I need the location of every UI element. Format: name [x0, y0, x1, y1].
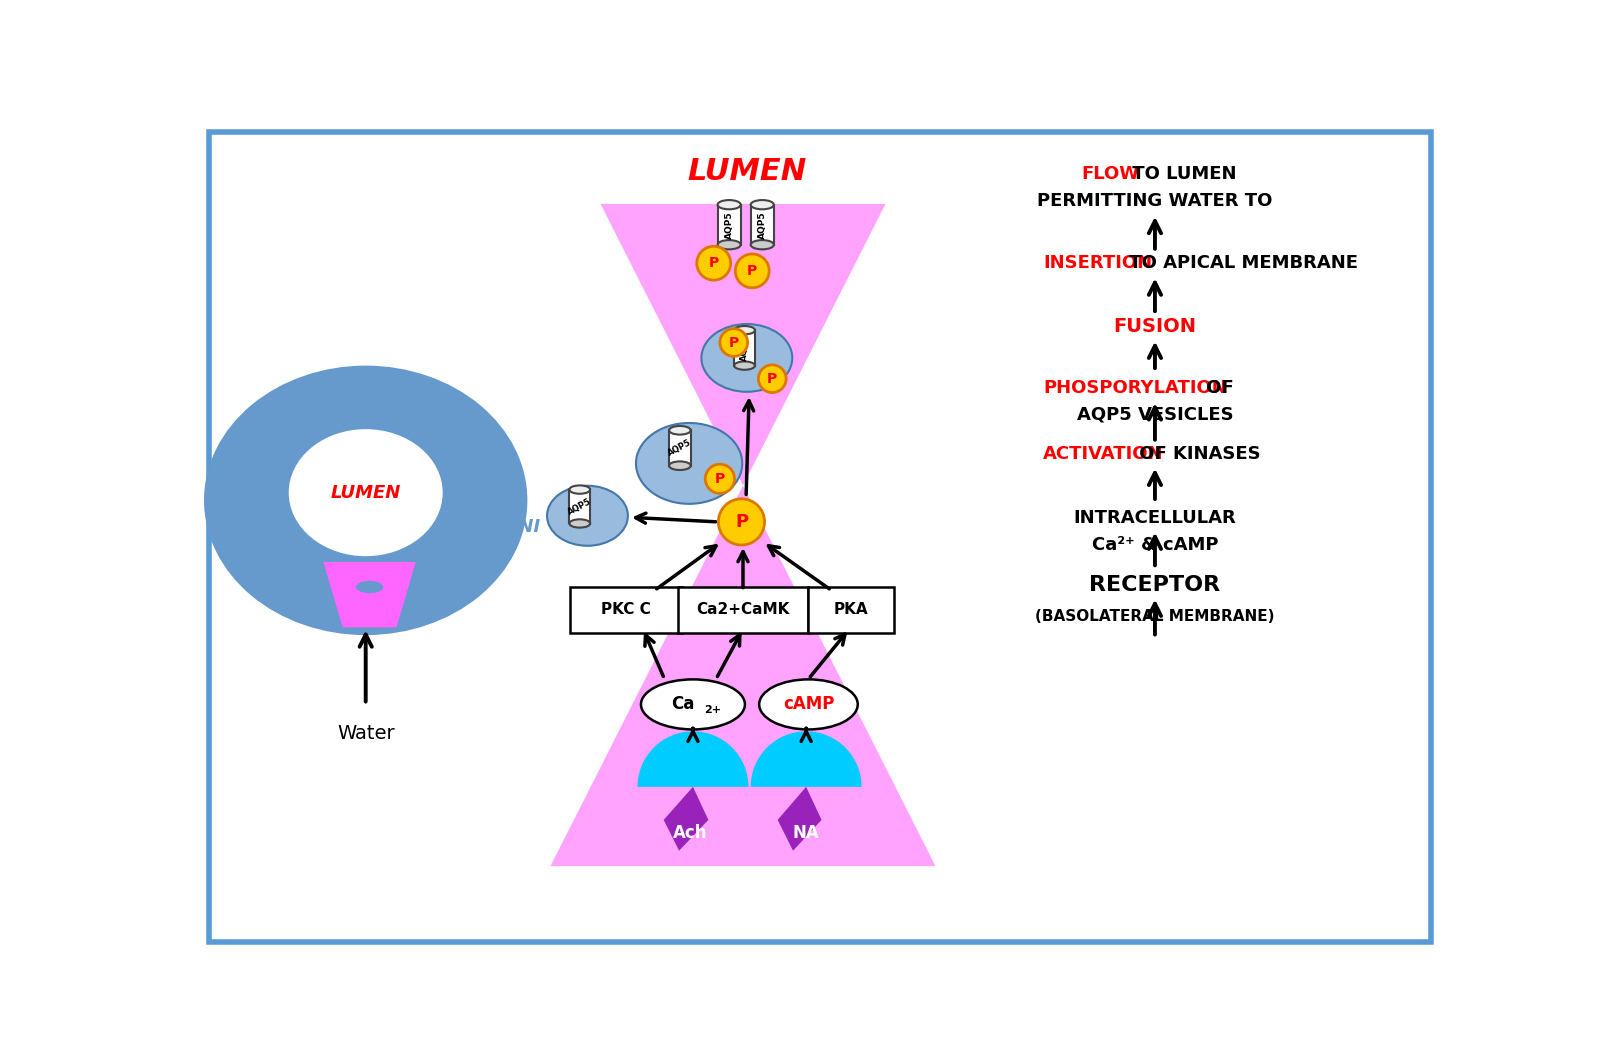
Ellipse shape	[570, 485, 590, 494]
Text: AQP5: AQP5	[758, 211, 766, 238]
Circle shape	[698, 246, 731, 280]
Text: FLOW: FLOW	[1082, 165, 1139, 183]
FancyBboxPatch shape	[808, 586, 894, 633]
Ellipse shape	[288, 429, 443, 556]
FancyBboxPatch shape	[717, 204, 741, 245]
FancyBboxPatch shape	[750, 204, 774, 245]
Circle shape	[736, 254, 770, 288]
Polygon shape	[323, 562, 416, 628]
Ellipse shape	[205, 366, 528, 635]
Text: Water: Water	[338, 724, 395, 743]
Ellipse shape	[750, 200, 774, 210]
Ellipse shape	[734, 362, 755, 370]
Text: cAMP: cAMP	[782, 696, 834, 713]
Text: LUMEN: LUMEN	[688, 157, 806, 186]
Ellipse shape	[547, 486, 627, 546]
Polygon shape	[778, 786, 821, 851]
FancyBboxPatch shape	[678, 586, 808, 633]
Text: 2+: 2+	[704, 704, 722, 715]
Text: AQP5: AQP5	[667, 438, 693, 458]
Text: AQP5: AQP5	[741, 335, 749, 361]
Text: (BASOLATERAL MEMBRANE): (BASOLATERAL MEMBRANE)	[1035, 609, 1275, 624]
Ellipse shape	[642, 680, 746, 730]
Text: P: P	[715, 471, 725, 486]
Circle shape	[706, 464, 734, 494]
Text: Ca2+CaMK: Ca2+CaMK	[696, 602, 790, 617]
Text: LUMEN: LUMEN	[331, 484, 402, 501]
Text: P: P	[766, 371, 778, 386]
Text: NA: NA	[792, 824, 819, 842]
Text: AQP5: AQP5	[725, 211, 734, 238]
Text: P: P	[734, 513, 749, 531]
Text: PKA: PKA	[834, 602, 869, 617]
Circle shape	[758, 365, 786, 393]
Text: INTRACELLULAR: INTRACELLULAR	[1074, 509, 1237, 527]
Text: RECEPTOR: RECEPTOR	[1090, 575, 1221, 595]
Text: TO APICAL MEMBRANE: TO APICAL MEMBRANE	[1123, 254, 1358, 272]
Text: AQP5 VESICLES: AQP5 VESICLES	[1077, 405, 1234, 423]
Text: Ca²⁺ & cAMP: Ca²⁺ & cAMP	[1091, 536, 1218, 554]
Text: OF KINASES: OF KINASES	[1133, 445, 1261, 463]
FancyBboxPatch shape	[669, 430, 691, 466]
Circle shape	[718, 499, 765, 545]
Wedge shape	[750, 731, 861, 786]
FancyBboxPatch shape	[570, 586, 682, 633]
Polygon shape	[664, 786, 709, 851]
Text: Ca: Ca	[672, 696, 694, 713]
Ellipse shape	[570, 519, 590, 528]
Text: P: P	[709, 256, 718, 270]
Text: AQP5: AQP5	[566, 497, 594, 516]
Text: ACINI: ACINI	[485, 518, 541, 536]
Ellipse shape	[357, 581, 382, 593]
Text: PHOSPORYLATION: PHOSPORYLATION	[1043, 379, 1227, 397]
Text: P: P	[747, 264, 757, 278]
FancyBboxPatch shape	[570, 489, 590, 523]
Ellipse shape	[758, 680, 858, 730]
Text: INSERTION: INSERTION	[1043, 254, 1152, 272]
Text: ACTIVATION: ACTIVATION	[1043, 445, 1163, 463]
Ellipse shape	[669, 462, 691, 470]
FancyBboxPatch shape	[208, 132, 1432, 943]
Ellipse shape	[750, 240, 774, 249]
Ellipse shape	[717, 200, 741, 210]
Polygon shape	[550, 204, 936, 866]
Text: TO LUMEN: TO LUMEN	[1126, 165, 1237, 183]
Ellipse shape	[669, 426, 691, 434]
FancyBboxPatch shape	[734, 330, 755, 366]
Ellipse shape	[635, 423, 742, 504]
Text: PERMITTING WATER TO: PERMITTING WATER TO	[1037, 193, 1272, 210]
Ellipse shape	[701, 325, 792, 392]
Ellipse shape	[734, 326, 755, 334]
Ellipse shape	[717, 240, 741, 249]
Text: Ach: Ach	[674, 824, 707, 842]
Text: FUSION: FUSION	[1114, 317, 1197, 335]
Circle shape	[720, 329, 747, 356]
Wedge shape	[637, 731, 749, 786]
Text: PKC C: PKC C	[602, 602, 651, 617]
Text: P: P	[728, 335, 739, 349]
Text: OF: OF	[1200, 379, 1234, 397]
